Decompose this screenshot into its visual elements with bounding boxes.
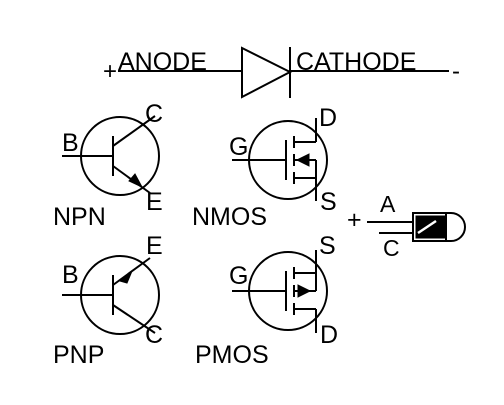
led-body-outline (412, 212, 466, 242)
led-symbol: + A C (347, 191, 466, 261)
led-die-highlight (417, 219, 437, 235)
pnp-emitter-label: E (146, 232, 163, 260)
diode-minus-label: - (452, 58, 460, 85)
led-plus-label: + (347, 206, 362, 234)
pnp-emitter-arrow (118, 270, 133, 284)
nmos-transistor-symbol: G D S NMOS (192, 104, 337, 231)
led-cathode-label: C (383, 235, 400, 261)
pmos-name-label: PMOS (195, 341, 269, 369)
pmos-drain-label: D (320, 321, 338, 349)
diode-plus-label: + (103, 58, 117, 85)
pnp-name-label: PNP (53, 341, 104, 369)
nmos-name-label: NMOS (192, 203, 267, 231)
diode-symbol: + ANODE CATHODE - (103, 46, 460, 99)
nmos-body-arrow (295, 153, 310, 167)
diode-triangle (241, 46, 293, 99)
pnp-collector-label: C (145, 321, 163, 349)
nmos-drain-label: D (319, 104, 337, 132)
npn-transistor-symbol: B C E NPN (53, 100, 163, 231)
pnp-base-label: B (62, 261, 79, 289)
pmos-body-arrow (297, 284, 312, 298)
pmos-source-label: S (319, 232, 336, 260)
pmos-transistor-symbol: G S D PMOS (195, 232, 338, 369)
npn-collector-lead (112, 115, 156, 147)
led-die-fill (415, 215, 446, 239)
pmos-gate-label: G (229, 262, 248, 290)
npn-collector-label: C (145, 100, 163, 128)
npn-emitter-label: E (146, 188, 163, 216)
nmos-gate-label: G (229, 133, 248, 161)
nmos-source-label: S (320, 188, 337, 216)
pnp-collector-lead (112, 304, 156, 334)
npn-base-label: B (62, 129, 79, 157)
npn-name-label: NPN (53, 203, 106, 231)
pnp-transistor-symbol: B E C PNP (53, 232, 163, 369)
npn-emitter-arrow (128, 173, 144, 189)
led-anode-label: A (380, 191, 396, 217)
